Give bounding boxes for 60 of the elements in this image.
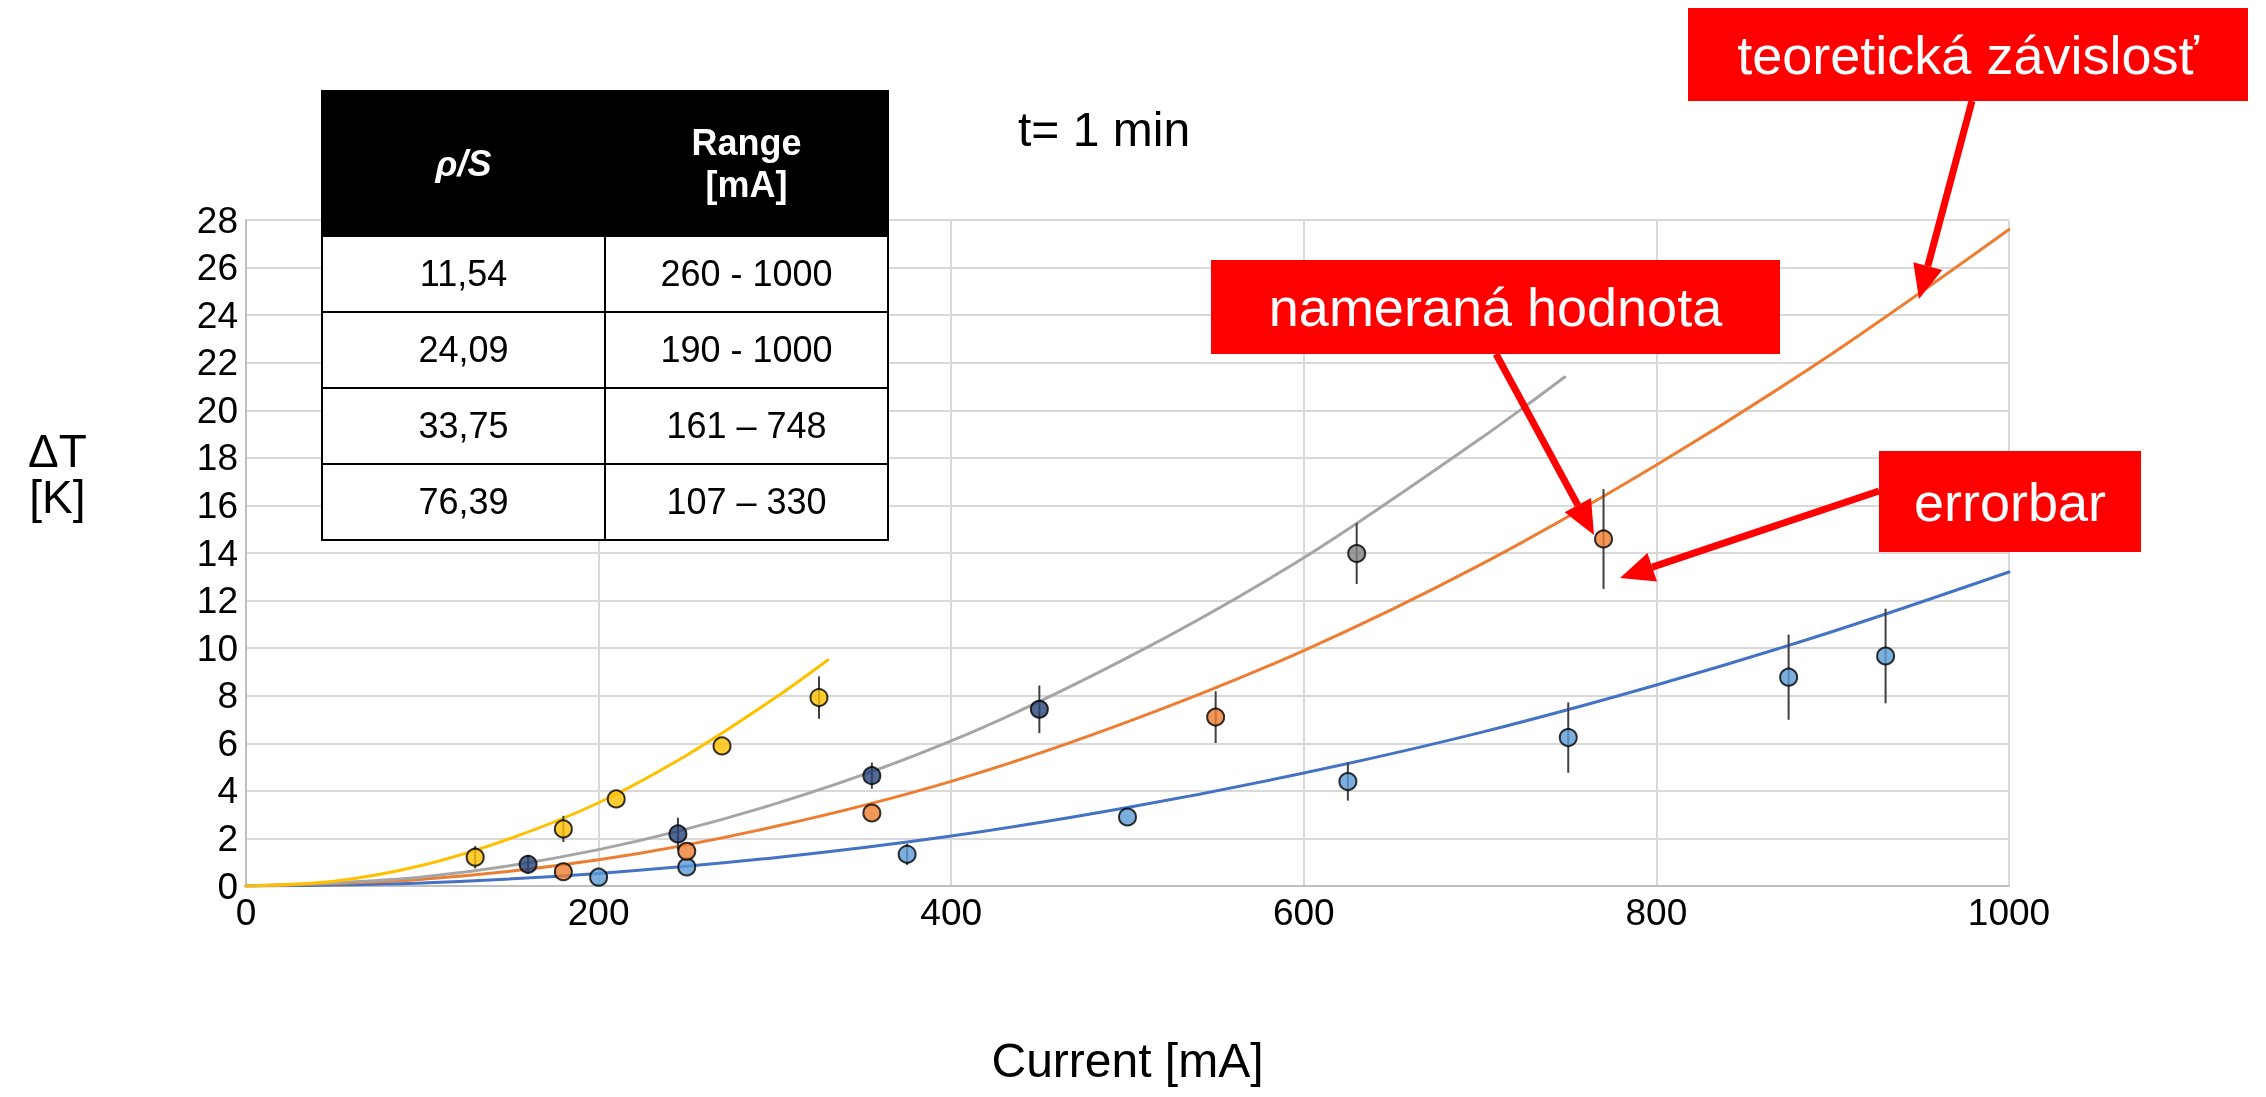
point [518,854,538,874]
y-tick-label: 20 [196,389,238,431]
text: teoretická závislosť [1688,8,2248,101]
y-tick-label: 12 [196,580,238,622]
point [1118,807,1137,827]
y-tick-label: 18 [196,437,238,479]
x-tick-label: 400 [920,892,983,933]
text: Range [mA] [691,121,802,205]
point [668,824,688,844]
point [1206,707,1226,727]
y-tick-label: 6 [217,722,238,764]
point [553,862,573,882]
annotation: 107 – 330 [605,464,888,540]
y-tick-label: 16 [196,484,238,526]
point [677,841,697,861]
y-tick-label: 28 [196,199,238,241]
x-tick-label: 800 [1625,892,1688,933]
point [553,819,573,839]
annotation: 24,09 [322,312,605,388]
text: ρ/S [435,142,492,184]
point [677,857,697,877]
annotation: 76,39 [322,464,605,540]
annotation: 11,54 [322,236,605,312]
annotation: 260 - 1000 [605,236,888,312]
point [862,766,882,786]
y-tick-label: 26 [196,247,238,289]
point [1594,529,1614,549]
point [1029,699,1049,719]
point [809,688,829,708]
annotation: 33,75 [322,388,605,464]
point [465,847,485,867]
y-tick-label: 0 [217,865,238,907]
point [1558,728,1578,748]
y-tick-label: 14 [196,532,238,574]
y-tick-label: 24 [196,294,238,336]
y-tick-label: 22 [196,342,238,384]
point [712,736,732,756]
point [1338,772,1358,792]
y-tick-label: 2 [217,817,238,859]
y-tick-label: 8 [217,675,238,717]
point [897,844,917,864]
y-tick-label: 4 [217,770,238,812]
point [606,789,626,809]
x-tick-label: 1000 [1967,892,2051,933]
annotation: nameraná hodnota [1211,260,1780,354]
annotation: 190 - 1000 [605,312,888,388]
annotation: 161 – 748 [605,388,888,464]
point [1779,667,1799,687]
x-tick-label: 600 [1272,892,1335,933]
x-tick-label: 200 [567,892,630,933]
y-tick-label: 10 [196,627,238,669]
point [1876,646,1896,666]
point [589,867,609,887]
annotation: errorbar [1879,451,2141,552]
point [862,803,882,823]
chart-title: t= 1 min [1018,102,1191,156]
y-axis-title: ΔT [K] [28,425,87,523]
line-series [244,658,830,888]
point [1347,543,1367,563]
x-axis-title: Current [mA] [991,1033,1264,1087]
